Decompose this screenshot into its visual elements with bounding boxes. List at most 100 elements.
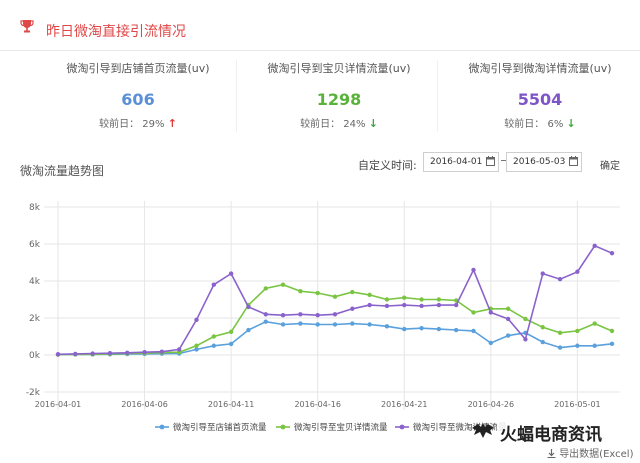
- calendar-icon[interactable]: [486, 156, 495, 166]
- data-point: [436, 302, 442, 308]
- y-tick-label: 4k: [29, 277, 41, 287]
- download-icon: [547, 449, 556, 458]
- x-tick-label: 2016-04-06: [121, 400, 168, 409]
- data-point: [523, 316, 528, 322]
- data-point: [228, 329, 234, 335]
- x-tick-label: 2016-04-26: [468, 400, 515, 409]
- data-point: [402, 326, 407, 332]
- data-point: [367, 292, 372, 298]
- y-tick-label: -2k: [26, 388, 41, 398]
- compare-label: 较前日：: [99, 119, 140, 130]
- end-date-field[interactable]: 2016-05-03: [506, 152, 582, 172]
- series-line: [57, 244, 613, 356]
- data-point: [90, 351, 95, 356]
- data-point: [505, 316, 511, 322]
- data-point: [194, 343, 199, 348]
- data-point: [211, 334, 217, 339]
- data-point: [350, 289, 355, 295]
- data-point: [471, 310, 476, 315]
- y-tick-label: 0k: [29, 351, 41, 361]
- data-point: [540, 271, 545, 276]
- stat-compare: 较前日： 6% ↓: [440, 115, 640, 130]
- data-point: [557, 330, 563, 335]
- stat-compare: 较前日： 29% ↑: [38, 115, 238, 130]
- card-divider: [236, 60, 237, 132]
- data-point: [176, 347, 182, 352]
- export-excel-button[interactable]: 导出数据(Excel): [547, 445, 633, 460]
- data-point: [263, 319, 268, 324]
- data-point: [419, 297, 424, 302]
- date-separator: [501, 160, 507, 161]
- legend-label: 微淘引导至宝贝详情流量: [294, 422, 388, 433]
- data-point: [263, 312, 268, 317]
- start-date-field[interactable]: 2016-04-01: [423, 152, 499, 172]
- panel-header: 昨日微淘直接引流情况: [0, 0, 640, 51]
- data-point: [575, 328, 580, 334]
- data-point: [453, 302, 459, 308]
- data-point: [107, 350, 113, 356]
- data-point: [609, 341, 615, 346]
- data-point: [142, 350, 147, 355]
- data-point: [298, 288, 303, 294]
- data-point: [609, 250, 615, 256]
- data-point: [315, 313, 320, 318]
- data-point: [453, 327, 459, 333]
- data-point: [540, 325, 545, 330]
- legend-label: 微淘引导至微淘详情流量: [413, 422, 507, 433]
- stat-label: 微淘引导到微淘详情流量(uv): [468, 62, 612, 75]
- legend-swatch-dot: [399, 424, 405, 430]
- start-date-value: 2016-04-01: [430, 157, 483, 167]
- x-tick-label: 2016-04-01: [35, 400, 82, 409]
- data-point: [211, 282, 217, 287]
- stat-value: 5504: [517, 90, 563, 109]
- data-point: [246, 304, 251, 310]
- compare-change: 24%: [343, 119, 366, 130]
- export-label: 导出数据(Excel): [559, 449, 634, 460]
- data-point: [523, 337, 528, 342]
- data-point: [298, 312, 303, 317]
- data-point: [315, 322, 320, 327]
- legend-swatch-dot: [159, 424, 165, 430]
- data-point: [575, 343, 580, 348]
- data-point: [246, 327, 251, 333]
- data-point: [384, 303, 390, 309]
- data-point: [280, 313, 286, 318]
- data-point: [592, 243, 597, 249]
- data-point: [298, 321, 303, 326]
- data-point: [384, 297, 390, 302]
- data-point: [159, 349, 165, 354]
- confirm-button[interactable]: 确定: [600, 161, 620, 172]
- data-point: [280, 282, 286, 287]
- data-point: [211, 343, 217, 348]
- arrow-down-icon: ↓: [566, 117, 576, 130]
- compare-label: 较前日：: [504, 119, 545, 130]
- compare-label: 较前日：: [300, 119, 341, 130]
- legend-swatch-dot: [280, 424, 286, 430]
- data-point: [609, 328, 615, 334]
- data-point: [228, 271, 234, 276]
- data-point: [350, 321, 355, 326]
- stat-card-weitao-detail: 微淘引导到微淘详情流量(uv) 5504 较前日： 6% ↓: [440, 60, 640, 130]
- data-point: [280, 322, 286, 327]
- data-point: [367, 322, 372, 327]
- data-point: [402, 295, 407, 300]
- data-point: [125, 350, 130, 355]
- data-point: [505, 306, 511, 311]
- data-point: [471, 267, 476, 273]
- stat-label: 微淘引导到宝贝详情流量(uv): [267, 62, 411, 75]
- data-point: [332, 322, 338, 327]
- calendar-icon[interactable]: [569, 156, 578, 166]
- data-point: [557, 345, 563, 350]
- data-point: [402, 302, 407, 308]
- data-point: [436, 326, 442, 332]
- data-point: [332, 312, 338, 317]
- stat-label: 微淘引导到店铺首页流量(uv): [66, 62, 210, 75]
- arrow-down-icon: ↓: [368, 117, 378, 130]
- data-point: [315, 290, 320, 296]
- data-point: [73, 351, 78, 357]
- stat-value: 606: [121, 90, 155, 109]
- data-point: [228, 341, 234, 347]
- end-date-value: 2016-05-03: [513, 157, 566, 167]
- data-point: [367, 302, 372, 308]
- x-tick-label: 2016-05-01: [554, 400, 601, 409]
